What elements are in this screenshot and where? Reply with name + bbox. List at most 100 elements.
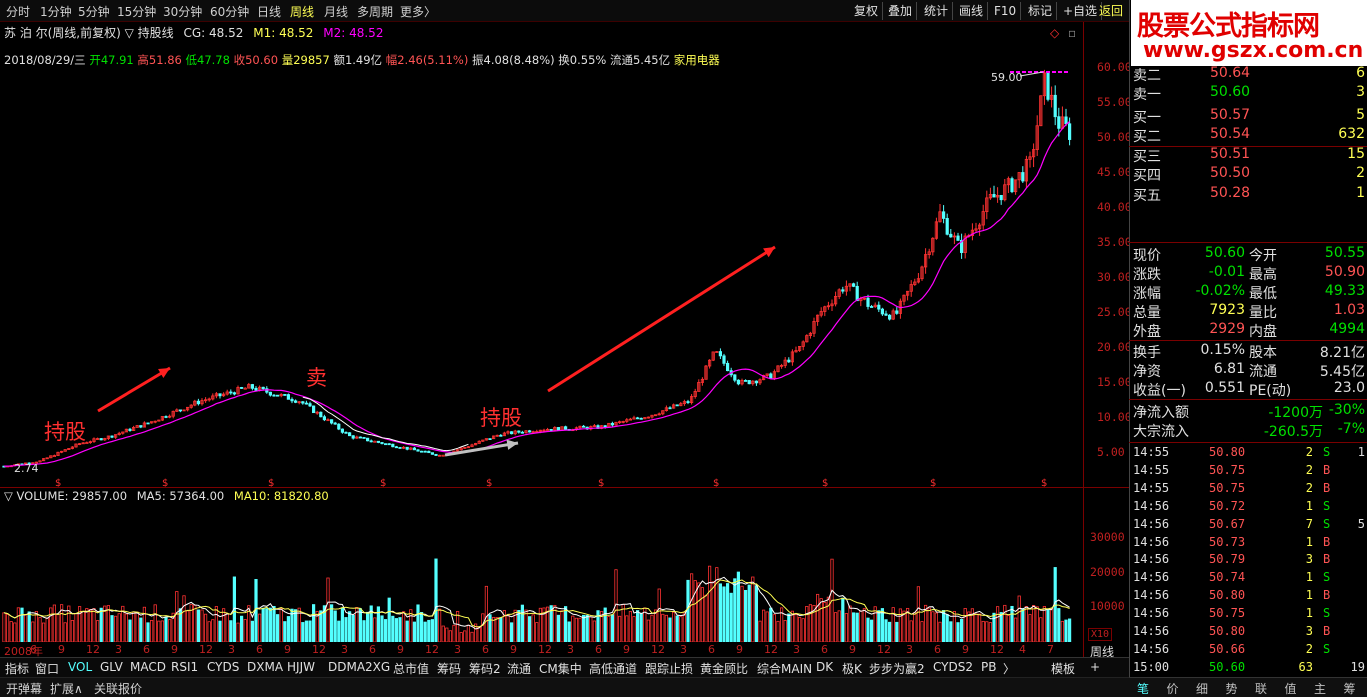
right-tab[interactable]: 主 — [1314, 682, 1327, 696]
volume-bar — [448, 630, 453, 642]
candlestick-chart[interactable]: $ $ $ $ $ $ $ $ $ $ — [0, 60, 1083, 487]
info-turnover: 换0.55% — [558, 53, 607, 67]
volume-bar — [430, 619, 435, 642]
flow-row[interactable]: 净流入额 -1200万 -30% — [1133, 402, 1365, 421]
indicator-tab[interactable]: DDMA2XG — [328, 660, 391, 674]
candle-body — [841, 289, 845, 292]
stats-button[interactable]: 统计 — [920, 2, 954, 20]
candle-body — [211, 395, 215, 400]
expand-button[interactable]: 扩展∧ — [50, 682, 83, 696]
overlay-button[interactable]: 叠加 — [884, 2, 918, 20]
right-tab[interactable]: 筹 — [1343, 682, 1356, 696]
right-tab[interactable]: 细 — [1196, 682, 1209, 696]
indicator-tab[interactable]: 步步为赢2 — [869, 662, 925, 676]
period-tab[interactable]: 60分钟 — [210, 5, 250, 19]
volume-bar — [74, 613, 78, 642]
right-tab[interactable]: 势 — [1225, 682, 1238, 696]
right-tab[interactable]: 值 — [1284, 682, 1297, 696]
bid-row[interactable]: 买二 50.54 632 — [1133, 126, 1365, 145]
indicator-tab[interactable]: 综合MAIN — [757, 662, 813, 676]
period-tab[interactable]: 5分钟 — [78, 5, 110, 19]
period-tab-active[interactable]: 周线 — [290, 5, 315, 19]
period-tab[interactable]: 1分钟 — [40, 5, 72, 19]
order-volume: 1 — [1356, 184, 1365, 201]
bid-row[interactable]: 买五 50.28 1 — [1133, 184, 1365, 204]
mark-button[interactable]: 标记 — [1024, 2, 1058, 20]
f10-button[interactable]: F10 — [990, 2, 1022, 20]
period-tab[interactable]: 更多〉 — [400, 5, 437, 19]
indicator-tab[interactable]: 跟踪止损 — [645, 662, 694, 676]
indicator-tab[interactable]: 极K — [842, 662, 862, 676]
indicator-tab[interactable]: GLV — [100, 660, 123, 674]
indicator-tab[interactable]: + — [1090, 660, 1101, 674]
volume-bar — [81, 610, 85, 642]
indicator-tab[interactable]: 筹码2 — [469, 662, 501, 676]
indicator-tab[interactable]: CM集中 — [539, 662, 582, 676]
dividend-marker: $ — [930, 478, 936, 487]
tick-row: 14:55 50.80 2 S 1 — [1133, 445, 1365, 463]
indicator-tab[interactable]: 筹码 — [437, 662, 462, 676]
volume-bar — [560, 610, 564, 642]
x-tick-label: 9 — [849, 643, 856, 656]
indicator-tab[interactable]: 流通 — [507, 662, 532, 676]
volume-bar — [578, 617, 582, 642]
volume-bar — [574, 617, 579, 642]
ask-row[interactable]: 卖一 50.60 3 — [1133, 84, 1365, 103]
indicator-tab[interactable]: 〉 — [1003, 662, 1016, 676]
indicator-tab[interactable]: DXMA — [247, 660, 284, 674]
bid-row[interactable]: 买一 50.57 5 — [1133, 107, 1365, 126]
indicator-tab[interactable]: 模板 — [1051, 662, 1076, 676]
order-volume: 632 — [1338, 126, 1365, 142]
diamond-icon[interactable]: ◇ — [1050, 26, 1060, 40]
indicator-tab[interactable]: MACD — [130, 660, 166, 674]
indicator-tab[interactable]: DK — [816, 660, 834, 674]
back-button[interactable]: 返回 — [1099, 4, 1124, 18]
draw-button[interactable]: 画线 — [955, 2, 989, 20]
indicator-tab[interactable]: RSI1 — [171, 660, 199, 674]
fuquan-button[interactable]: 复权 — [850, 2, 884, 20]
indicator-tab[interactable]: 高低通道 — [589, 662, 638, 676]
volume-bar — [463, 630, 467, 642]
volume-bar — [203, 613, 208, 642]
info-sector[interactable]: 家用电器 — [673, 53, 720, 67]
indicator-tab[interactable]: 指标 — [5, 662, 30, 676]
period-tab[interactable]: 多周期 — [357, 5, 394, 19]
volume-bar — [308, 620, 312, 642]
period-tab[interactable]: 分时 — [6, 5, 31, 19]
indicator-tab[interactable]: 窗口 — [35, 662, 60, 676]
volume-chart[interactable] — [0, 500, 1083, 642]
period-tab[interactable]: 月线 — [324, 5, 349, 19]
candle-body — [437, 454, 442, 457]
indicator-tab[interactable]: VOL — [68, 660, 93, 674]
volume-bar — [772, 614, 777, 642]
tick-price: 50.79 — [1209, 552, 1246, 567]
settings-icon[interactable]: ▫ — [1068, 26, 1077, 40]
ask-row[interactable]: 卖二 50.64 6 — [1133, 65, 1365, 84]
flow-row[interactable]: 大宗流入 -260.5万 -7% — [1133, 421, 1365, 440]
period-tab[interactable]: 日线 — [257, 5, 282, 19]
bid-row[interactable]: 买三 50.51 15 — [1133, 146, 1365, 165]
tick-direction: B — [1323, 462, 1331, 477]
period-tab[interactable]: 30分钟 — [163, 5, 203, 19]
danmaku-button[interactable]: 开弹幕 — [6, 682, 43, 696]
bid-row[interactable]: 买四 50.50 2 — [1133, 165, 1365, 184]
right-tab[interactable]: 价 — [1166, 682, 1179, 696]
indicator-tab[interactable]: PB — [981, 660, 997, 674]
indicator-tab[interactable]: CYDS — [207, 660, 240, 674]
candle-body — [45, 457, 49, 460]
right-tabs: 笔价细势联值主筹 — [1129, 677, 1367, 697]
watchlist-button[interactable]: +自选 — [1059, 2, 1103, 20]
divider — [1129, 399, 1367, 400]
candle-body — [362, 437, 366, 439]
period-tab[interactable]: 15分钟 — [117, 5, 157, 19]
dividend-marker: $ — [268, 478, 274, 487]
indicator-tab[interactable]: HJJW — [287, 660, 315, 674]
indicator-tab[interactable]: CYDS2 — [933, 660, 973, 674]
indicator-tab[interactable]: 总市值 — [393, 662, 430, 676]
right-tab[interactable]: 笔 — [1137, 682, 1150, 696]
volume-bar — [873, 606, 877, 642]
candle-body — [329, 419, 334, 424]
indicator-tab[interactable]: 黄金顾比 — [700, 662, 749, 676]
right-tab[interactable]: 联 — [1255, 682, 1268, 696]
related-quote-button[interactable]: 关联报价 — [94, 682, 143, 696]
